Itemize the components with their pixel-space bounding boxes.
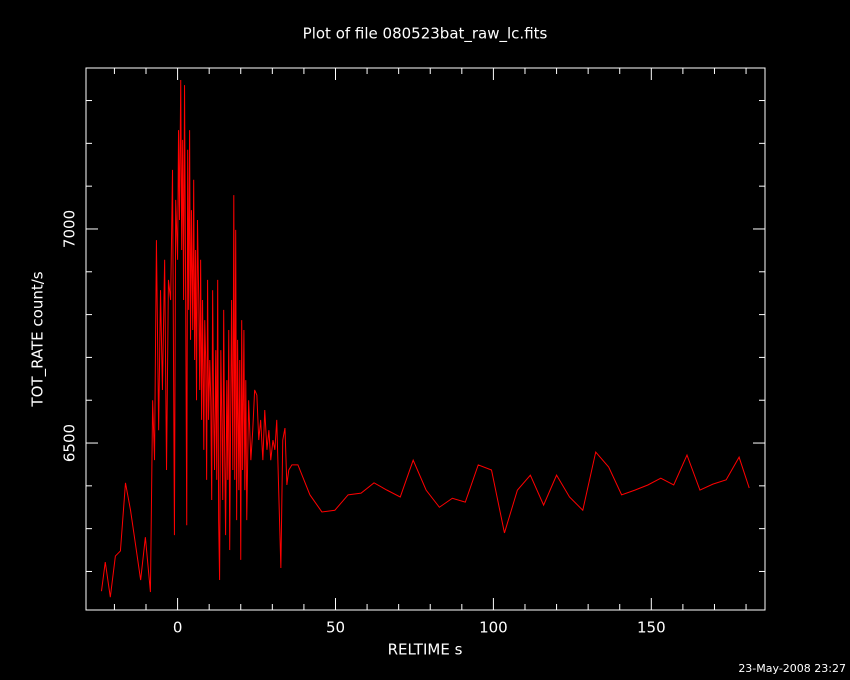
x-tick-label: 0 (173, 619, 183, 637)
data-line (100, 79, 750, 598)
plot-frame (85, 67, 766, 611)
y-axis-label: TOT_RATE count/s (29, 271, 48, 407)
x-axis-label: RELTIME s (388, 641, 463, 659)
chart-title: Plot of file 080523bat_raw_lc.fits (303, 25, 548, 44)
x-tick-label: 100 (479, 619, 508, 637)
timestamp: 23-May-2008 23:27 (738, 662, 846, 675)
y-tick-label: 6500 (61, 424, 79, 462)
x-tick-label: 50 (326, 619, 345, 637)
y-tick-label: 7000 (61, 210, 79, 248)
x-tick-label: 150 (637, 619, 666, 637)
